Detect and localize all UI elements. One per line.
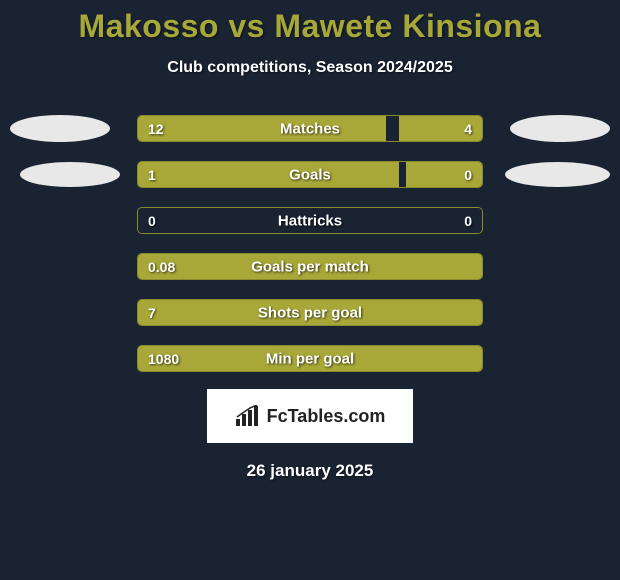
subtitle: Club competitions, Season 2024/2025 (0, 59, 620, 77)
stat-bar: Hattricks 0 0 (137, 207, 483, 234)
brand-text: FcTables.com (267, 406, 386, 427)
stat-value-right: 0 (464, 213, 472, 229)
stat-value-left: 0.08 (148, 259, 175, 275)
player-right-avatar (505, 162, 610, 187)
stat-label: Goals per match (251, 258, 369, 275)
bar-gap (386, 116, 400, 141)
page-title: Makosso vs Mawete Kinsiona (0, 8, 620, 45)
date-label: 26 january 2025 (0, 461, 620, 481)
stat-label: Min per goal (266, 350, 354, 367)
stat-bar: Shots per goal 7 (137, 299, 483, 326)
stat-label: Matches (280, 120, 340, 137)
player-left-avatar (20, 162, 120, 187)
stat-bar: Goals 1 0 (137, 161, 483, 188)
player-left-avatar (10, 115, 110, 142)
stat-value-left: 12 (148, 121, 164, 137)
stat-bar: Matches 12 4 (137, 115, 483, 142)
stat-label: Shots per goal (258, 304, 362, 321)
stat-row: Shots per goal 7 (0, 299, 620, 326)
stat-row: Goals per match 0.08 (0, 253, 620, 280)
stat-value-right: 0 (464, 167, 472, 183)
stat-value-left: 1 (148, 167, 156, 183)
comparison-infographic: Makosso vs Mawete Kinsiona Club competit… (0, 0, 620, 481)
brand-badge: FcTables.com (207, 389, 413, 443)
stat-bar: Min per goal 1080 (137, 345, 483, 372)
stat-label: Hattricks (278, 212, 342, 229)
player-right-avatar (510, 115, 610, 142)
stat-row: Goals 1 0 (0, 161, 620, 188)
bar-gap (399, 162, 406, 187)
stat-row: Hattricks 0 0 (0, 207, 620, 234)
stat-rows: Matches 12 4 Goals 1 0 Hattricks 0 0 Goals per ma… (0, 115, 620, 372)
bar-left-fill (138, 116, 386, 141)
stat-value-left: 0 (148, 213, 156, 229)
stat-value-right: 4 (464, 121, 472, 137)
stat-row: Matches 12 4 (0, 115, 620, 142)
stat-label: Goals (289, 166, 331, 183)
stat-value-left: 7 (148, 305, 156, 321)
stat-row: Min per goal 1080 (0, 345, 620, 372)
stat-bar: Goals per match 0.08 (137, 253, 483, 280)
stat-value-left: 1080 (148, 351, 179, 367)
barchart-icon (235, 405, 261, 427)
bar-left-fill (138, 162, 399, 187)
